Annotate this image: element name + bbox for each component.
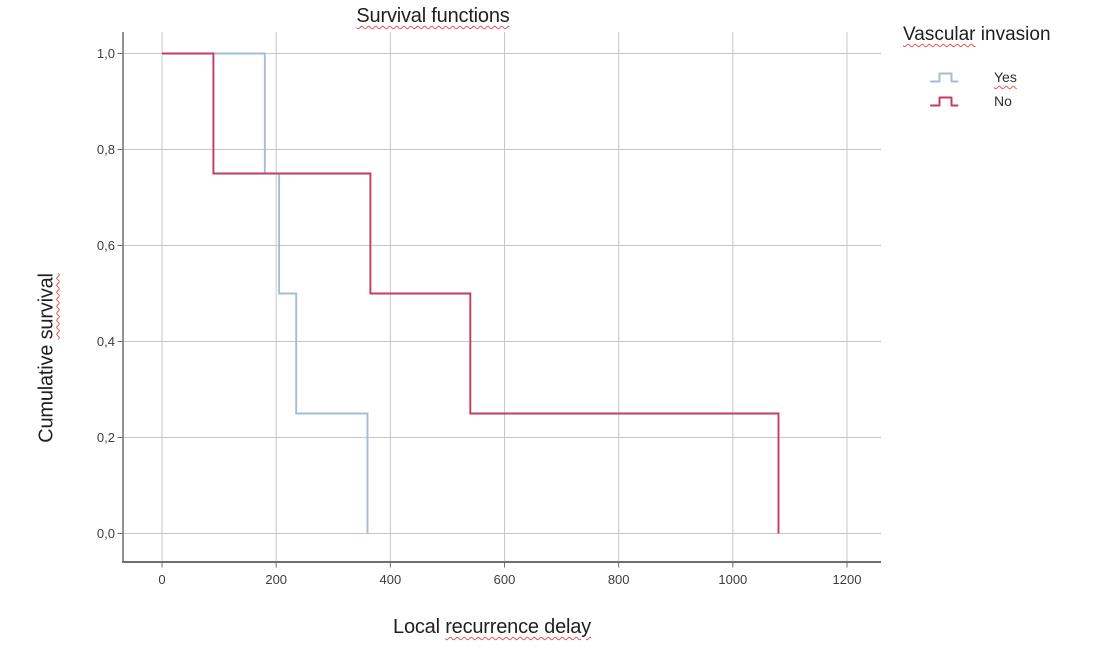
y-tick-label: 0,6 — [97, 238, 115, 253]
x-axis-label-wavy: recurrence delay — [445, 616, 591, 638]
legend-title: Vascular invasion — [903, 24, 1051, 46]
y-tick-label: 0,2 — [97, 430, 115, 445]
x-tick-label: 400 — [380, 572, 402, 587]
y-tick-label: 0,8 — [97, 142, 115, 157]
step-line-icon — [930, 72, 959, 83]
x-axis-label: Local recurrence delay — [0, 616, 984, 639]
legend: Vascular invasion Yes No — [903, 24, 1051, 109]
legend-title-wavy: Vascular — [903, 24, 976, 45]
y-axis-label-wavy: survival — [35, 273, 58, 340]
x-tick-label: 800 — [608, 572, 630, 587]
y-tick-label: 1,0 — [97, 46, 115, 61]
x-tick-label: 1000 — [718, 572, 747, 587]
step-line-icon — [930, 96, 959, 107]
chart-title-text: Survival functions — [356, 5, 510, 27]
legend-item-no: No — [930, 92, 1012, 110]
series-yes-line — [162, 52, 369, 534]
y-tick-label: 0,0 — [97, 526, 115, 541]
legend-item-yes: Yes — [930, 68, 1017, 86]
y-tick-label: 0,4 — [97, 334, 115, 349]
x-tick-label: 200 — [265, 572, 287, 587]
y-axis-label: Cumulative survival — [36, 273, 59, 443]
x-tick-label: 600 — [494, 572, 516, 587]
legend-item-label: Yes — [994, 69, 1017, 85]
series-no-line — [162, 52, 780, 534]
legend-item-label: No — [994, 93, 1012, 109]
y-axis-label-plain: Cumulative — [35, 344, 58, 443]
chart-title: Survival functions — [0, 5, 866, 28]
x-tick-label: 0 — [158, 572, 165, 587]
legend-title-plain: invasion — [980, 24, 1051, 45]
x-axis-label-plain: Local — [393, 616, 440, 638]
x-tick-label: 1200 — [833, 572, 862, 587]
